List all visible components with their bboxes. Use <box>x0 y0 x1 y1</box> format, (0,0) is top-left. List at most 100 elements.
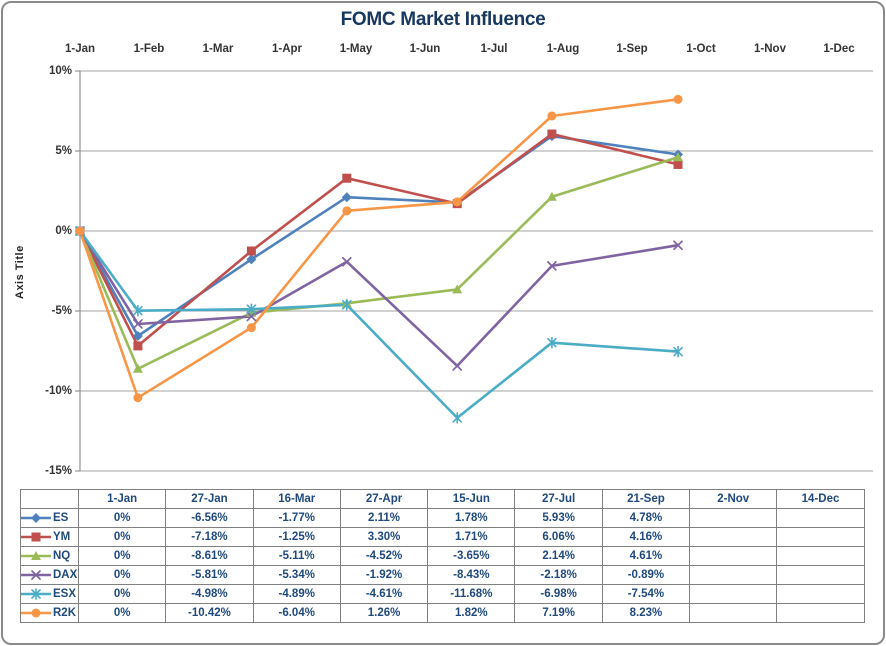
table-cell[interactable]: 4.61% <box>601 546 691 566</box>
table-cell[interactable] <box>689 565 778 585</box>
series-line-ES[interactable] <box>78 134 680 338</box>
series-marker[interactable] <box>673 159 683 169</box>
table-cell[interactable]: -6.56% <box>165 508 254 528</box>
table-cell[interactable]: -0.89% <box>601 565 691 585</box>
table-cell[interactable]: -1.77% <box>252 508 341 528</box>
series-label-cell[interactable]: R2K <box>20 603 79 623</box>
table-cell[interactable]: 1.78% <box>427 508 516 528</box>
chart-plot-area[interactable] <box>0 0 886 482</box>
table-cell[interactable]: -5.11% <box>252 546 341 566</box>
series-marker[interactable] <box>132 330 143 341</box>
table-cell[interactable]: -3.65% <box>427 546 516 566</box>
table-cell[interactable]: 1.26% <box>339 603 429 623</box>
series-marker[interactable] <box>246 323 256 333</box>
table-cell[interactable]: -5.34% <box>252 565 341 585</box>
table-cell[interactable]: -6.98% <box>514 584 603 604</box>
series-marker[interactable] <box>246 311 257 322</box>
series-marker[interactable] <box>452 361 463 371</box>
series-marker[interactable] <box>31 608 41 618</box>
table-cell[interactable]: 1.71% <box>427 527 516 547</box>
series-marker[interactable] <box>133 305 143 316</box>
table-header-cell[interactable]: 27-Jan <box>165 489 254 509</box>
table-cell[interactable]: -4.61% <box>339 584 429 604</box>
series-marker[interactable] <box>132 363 143 373</box>
table-header-cell[interactable]: 2-Nov <box>689 489 778 509</box>
table-cell[interactable]: -5.81% <box>165 565 254 585</box>
series-marker[interactable] <box>341 256 352 267</box>
series-marker[interactable] <box>452 413 463 423</box>
series-marker[interactable] <box>31 551 41 560</box>
series-marker[interactable] <box>673 346 683 357</box>
table-header-cell[interactable]: 21-Sep <box>601 489 691 509</box>
table-cell[interactable]: -4.52% <box>339 546 429 566</box>
series-label-cell[interactable]: ESX <box>20 584 79 604</box>
series-marker[interactable] <box>133 319 143 329</box>
table-cell[interactable] <box>689 584 778 604</box>
series-marker[interactable] <box>342 299 352 310</box>
table-cell[interactable]: 0% <box>77 565 167 585</box>
table-cell[interactable]: -10.42% <box>165 603 254 623</box>
table-cell[interactable]: 3.30% <box>339 527 429 547</box>
table-cell[interactable]: 0% <box>77 546 167 566</box>
series-marker[interactable] <box>341 192 352 203</box>
series-marker[interactable] <box>546 191 557 201</box>
table-cell[interactable]: -8.61% <box>165 546 254 566</box>
series-marker[interactable] <box>547 129 557 139</box>
table-cell[interactable]: -7.18% <box>165 527 254 547</box>
table-cell[interactable] <box>776 508 865 528</box>
series-marker[interactable] <box>31 513 41 523</box>
table-cell[interactable] <box>776 584 865 604</box>
table-header-cell[interactable]: 14-Dec <box>776 489 865 509</box>
table-cell[interactable]: 2.14% <box>514 546 603 566</box>
series-marker[interactable] <box>31 589 41 599</box>
table-cell[interactable]: -4.89% <box>252 584 341 604</box>
table-cell[interactable]: -8.43% <box>427 565 516 585</box>
table-cell[interactable]: -6.04% <box>252 603 341 623</box>
table-cell[interactable]: -11.68% <box>427 584 516 604</box>
table-cell[interactable] <box>689 508 778 528</box>
series-marker[interactable] <box>133 393 143 403</box>
series-marker[interactable] <box>673 94 683 104</box>
table-cell[interactable] <box>776 603 865 623</box>
series-label-cell[interactable]: YM <box>20 527 79 547</box>
series-marker[interactable] <box>246 246 256 256</box>
table-cell[interactable]: -1.25% <box>252 527 341 547</box>
table-cell[interactable]: 0% <box>77 603 167 623</box>
series-marker[interactable] <box>342 206 352 216</box>
series-label-cell[interactable]: ES <box>20 508 79 528</box>
table-cell[interactable]: -4.98% <box>165 584 254 604</box>
series-marker[interactable] <box>452 284 463 294</box>
series-marker[interactable] <box>673 152 684 162</box>
table-cell[interactable] <box>689 527 778 547</box>
table-cell[interactable] <box>689 546 778 566</box>
series-marker[interactable] <box>31 532 41 542</box>
series-marker[interactable] <box>31 570 41 580</box>
series-marker[interactable] <box>75 226 85 236</box>
table-cell[interactable]: -2.18% <box>514 565 603 585</box>
table-cell[interactable]: 5.93% <box>514 508 603 528</box>
table-header-cell[interactable]: 16-Mar <box>252 489 341 509</box>
table-cell[interactable] <box>776 546 865 566</box>
table-cell[interactable]: 0% <box>77 584 167 604</box>
series-marker[interactable] <box>246 254 257 265</box>
table-header-cell[interactable]: 1-Jan <box>77 489 167 509</box>
series-label-cell[interactable]: DAX <box>20 565 79 585</box>
table-cell[interactable]: -7.54% <box>601 584 691 604</box>
table-header-legend[interactable] <box>20 489 79 509</box>
series-marker[interactable] <box>547 337 557 348</box>
table-cell[interactable]: 4.78% <box>601 508 691 528</box>
table-cell[interactable]: 0% <box>77 508 167 528</box>
table-cell[interactable]: -1.92% <box>339 565 429 585</box>
series-marker[interactable] <box>547 111 557 121</box>
table-cell[interactable] <box>776 527 865 547</box>
table-cell[interactable]: 2.11% <box>339 508 429 528</box>
series-marker[interactable] <box>547 261 557 271</box>
series-marker[interactable] <box>342 173 352 183</box>
series-marker[interactable] <box>452 197 462 207</box>
table-header-cell[interactable]: 15-Jun <box>427 489 516 509</box>
table-cell[interactable]: 6.06% <box>514 527 603 547</box>
table-header-cell[interactable]: 27-Jul <box>514 489 603 509</box>
table-cell[interactable]: 0% <box>77 527 167 547</box>
table-header-cell[interactable]: 27-Apr <box>339 489 429 509</box>
series-label-cell[interactable]: NQ <box>20 546 79 566</box>
